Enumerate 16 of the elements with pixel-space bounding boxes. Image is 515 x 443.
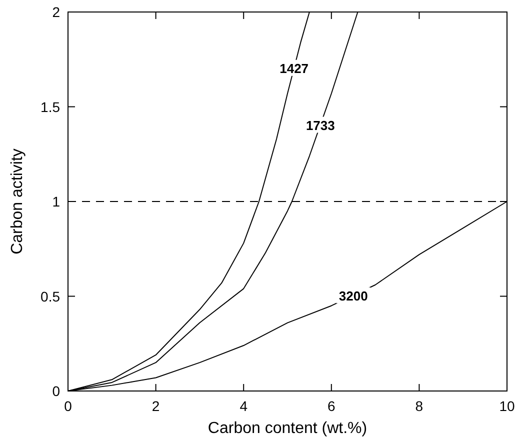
x-tick-label: 10 — [499, 398, 515, 414]
x-tick-label: 2 — [152, 398, 160, 414]
x-axis-title: Carbon content (wt.%) — [208, 420, 368, 437]
x-tick-label: 4 — [240, 398, 248, 414]
y-tick-label: 0 — [52, 383, 60, 399]
series-label: 3200 — [338, 288, 368, 304]
x-tick-label: 0 — [64, 398, 72, 414]
y-tick-label: 1.5 — [40, 98, 60, 115]
x-tick-label: 8 — [415, 398, 424, 414]
x-tick-label: 6 — [328, 398, 336, 414]
y-tick-label: 0.5 — [40, 288, 60, 304]
y-axis-title: Carbon activity — [9, 148, 26, 254]
series-label: 1427 — [280, 60, 309, 76]
y-tick-label: 1 — [52, 194, 60, 210]
y-tick-label: 2 — [52, 4, 60, 20]
series-label: 1733 — [306, 118, 335, 133]
